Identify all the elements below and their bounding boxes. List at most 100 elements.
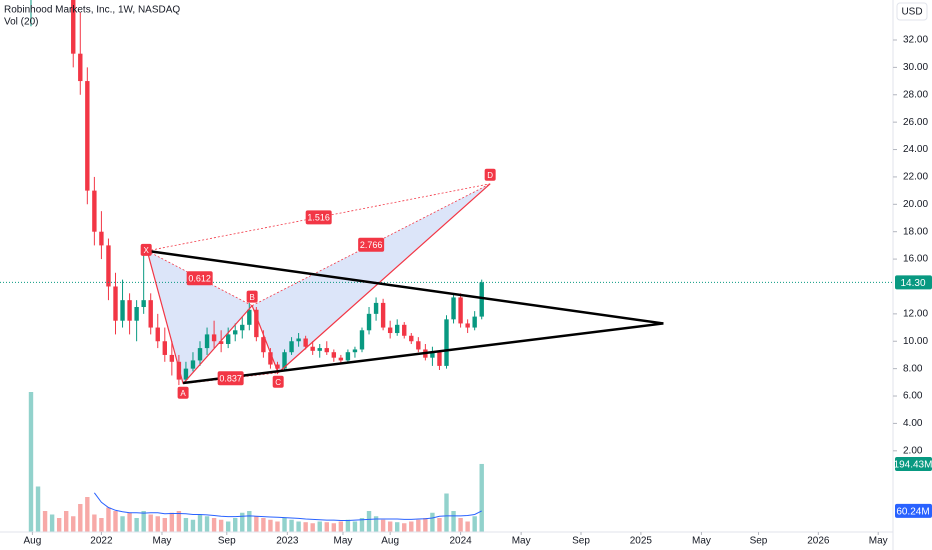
ratio-label: 1.516 <box>307 213 330 223</box>
candle-body <box>247 309 252 325</box>
volume-bar <box>472 516 477 532</box>
volume-bar <box>465 521 470 532</box>
point-box <box>484 168 496 181</box>
x-tick-label: Sep <box>750 536 768 547</box>
volume-bar <box>458 518 463 532</box>
currency-box[interactable] <box>896 2 928 21</box>
volume-bar <box>56 518 62 532</box>
volume-title: Vol (20) <box>4 17 38 28</box>
volume-bar <box>409 521 414 532</box>
y-tick-label: 12.00 <box>903 309 928 320</box>
volume-bar <box>148 514 153 532</box>
point-label: C <box>275 378 281 387</box>
volume-bar <box>218 519 224 532</box>
point-box <box>272 375 284 388</box>
volume-bar <box>317 521 322 532</box>
x-tick-label: 2026 <box>807 536 830 547</box>
candle-body <box>190 360 196 369</box>
candle-body <box>99 231 104 246</box>
pattern-fill <box>147 250 253 384</box>
candle-body <box>366 313 372 331</box>
volume-bar <box>338 521 344 532</box>
volume-bar <box>141 511 146 532</box>
candle-body <box>282 352 287 369</box>
candle-body <box>120 300 125 321</box>
point-label: A <box>180 389 186 398</box>
x-tick-label: Aug <box>381 536 399 547</box>
volume-bar <box>247 511 252 532</box>
ratio-box <box>186 271 213 286</box>
candle-body <box>458 297 463 324</box>
candle-body <box>444 319 449 366</box>
x-tick-label: Sep <box>218 536 236 547</box>
candle-body <box>211 334 217 342</box>
volume-bar <box>324 522 329 532</box>
ratio-label: 2.766 <box>360 240 383 250</box>
volume-bar <box>211 518 217 532</box>
volume-bar <box>204 516 210 532</box>
candle-body <box>113 286 118 321</box>
candle-body <box>78 53 83 82</box>
last-price-label: 14.30 <box>900 278 925 289</box>
volume-bar <box>190 519 196 532</box>
candle-body <box>352 349 358 353</box>
volume-ma-label: 60.24M <box>896 507 929 518</box>
volume-bar <box>303 522 308 532</box>
candle-body <box>218 341 224 344</box>
point-label: X <box>144 246 150 255</box>
candle-body <box>345 352 351 361</box>
candle-body <box>162 341 167 355</box>
candle-body <box>331 352 337 358</box>
candle-body <box>169 354 175 362</box>
volume-bar <box>233 518 238 532</box>
point-box <box>246 290 258 303</box>
candle-body <box>233 330 238 335</box>
volume-bar <box>254 516 259 532</box>
candle-body <box>324 348 329 353</box>
candle-body <box>430 352 435 358</box>
x-tick-label: 2024 <box>449 536 472 547</box>
ratio-label: 0.837 <box>219 374 242 384</box>
volume-bar <box>296 521 301 532</box>
volume-label: 194.43M <box>894 460 932 471</box>
x-tick-label: Sep <box>572 536 590 547</box>
ratio-label: 0.612 <box>188 274 211 284</box>
point-box <box>177 386 189 399</box>
volume-bar <box>49 514 55 532</box>
volume-bar <box>395 522 400 532</box>
candle-body <box>176 361 182 380</box>
candle-body <box>92 190 97 232</box>
candle-body <box>240 324 245 331</box>
volume-bar <box>430 512 435 532</box>
candle-body <box>275 364 280 369</box>
y-tick-label: 6.00 <box>903 391 923 402</box>
y-tick-label: 28.00 <box>903 89 928 100</box>
chart-title: Robinhood Markets, Inc., 1W, NASDAQ <box>4 5 180 16</box>
volume-bar <box>42 511 48 532</box>
point-box <box>140 243 152 256</box>
pattern-line <box>251 305 279 373</box>
volume-bar <box>352 521 358 532</box>
volume-bar <box>162 518 167 532</box>
volume-bar <box>345 519 351 532</box>
volume-bar <box>106 507 111 532</box>
candle-body <box>268 352 273 365</box>
candle-body <box>310 346 315 351</box>
volume-bar <box>416 519 421 532</box>
candle-body <box>437 352 442 366</box>
volume-bar <box>127 512 132 532</box>
volume-bar <box>380 519 386 532</box>
y-tick-label: 16.00 <box>903 254 928 265</box>
candle-body <box>141 300 146 308</box>
volume-label-box <box>895 456 932 471</box>
volume-bar <box>444 493 449 532</box>
candle-body <box>106 245 111 287</box>
candle-body <box>134 307 139 321</box>
currency[interactable]: USD <box>901 7 922 18</box>
point-label: B <box>249 293 254 302</box>
last-price-label-box <box>895 275 932 290</box>
y-tick-label: 20.00 <box>903 199 928 210</box>
volume-bar <box>437 518 442 532</box>
volume-ma-label-box <box>895 503 932 518</box>
